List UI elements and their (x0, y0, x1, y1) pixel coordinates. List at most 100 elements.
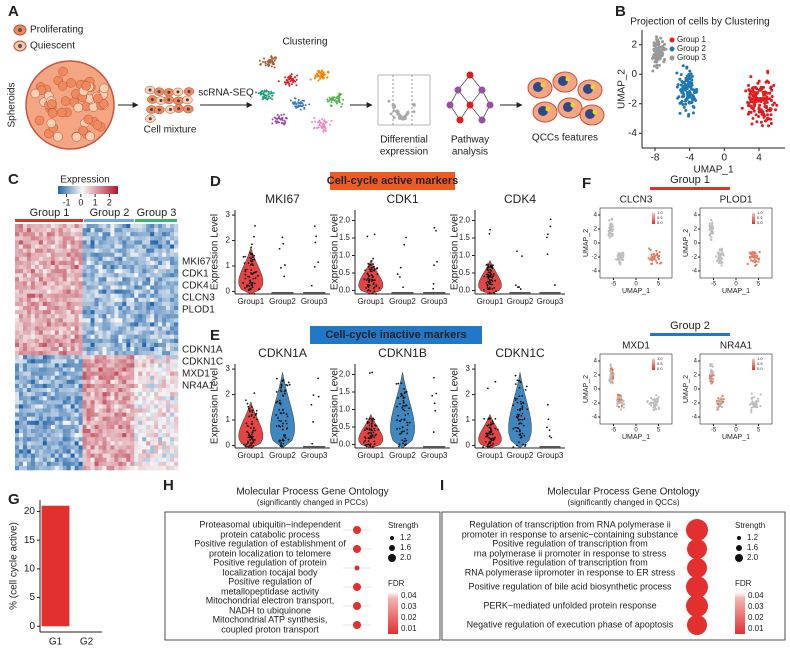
heatmap-cell (18, 240, 24, 245)
umap-dot (769, 121, 773, 125)
heatmap-cell (70, 265, 75, 270)
outlier-dot (310, 284, 313, 287)
cluster-dot (291, 77, 294, 80)
violin-dot (403, 419, 406, 421)
violin-dot (253, 271, 255, 274)
heatmap-cell (74, 379, 79, 385)
heatmap-cell (162, 351, 167, 356)
heatmap-cell (66, 293, 71, 299)
heatmap-cell (142, 334, 147, 340)
outlier-dot (399, 266, 402, 269)
heatmap-cell (166, 449, 171, 454)
heatmap-cell (70, 416, 75, 422)
violin-dot (278, 408, 281, 411)
heatmap-cell (170, 445, 175, 450)
heatmap-cell (98, 375, 103, 381)
legend-text: 0.5 (757, 361, 763, 366)
heatmap-cell (58, 416, 64, 422)
heatmap-cell (18, 449, 24, 454)
heatmap-cell (138, 363, 143, 368)
heatmap-cell (15, 334, 20, 340)
heatmap-cell (162, 433, 167, 438)
umap-dot (719, 257, 723, 260)
heatmap-cell (110, 260, 115, 266)
umap-dot (750, 408, 753, 412)
volcano-dot (404, 116, 407, 119)
heatmap-cell (50, 252, 56, 258)
heatmap-cell (90, 244, 95, 249)
heatmap-cell (94, 396, 99, 401)
heatmap-cell (30, 306, 36, 311)
violin-dot (518, 434, 521, 436)
umap-dot (621, 256, 624, 259)
heatmap-cell (34, 306, 40, 311)
violin-dot (252, 435, 254, 438)
heatmap-cell (46, 310, 52, 315)
heatmap-cell (54, 289, 60, 294)
legend-text: 0.01 (401, 624, 417, 633)
heatmap-cell (54, 314, 60, 319)
heatmap-cell (78, 453, 83, 458)
heatmap-cell (106, 363, 111, 368)
violin (238, 400, 264, 449)
heatmap-cell (42, 256, 48, 262)
heatmap-cell (126, 342, 131, 348)
spheroid-cell (73, 102, 84, 113)
cluster-dot (294, 97, 297, 100)
heatmap-cell (142, 359, 147, 364)
heatmap-cell (114, 404, 119, 409)
umap-dot (649, 404, 653, 407)
heatmap-cell (90, 256, 95, 262)
heatmap-cell (30, 359, 36, 364)
heatmap-cell (18, 256, 24, 262)
heatmap-cell (126, 269, 131, 274)
heatmap-cell (42, 424, 48, 430)
heatmap-cell (122, 371, 127, 376)
heatmap-cell (26, 465, 32, 471)
heatmap-cell (62, 273, 67, 278)
violin-dot (519, 409, 521, 412)
heatmap-cell (114, 318, 119, 323)
volcano-dot (397, 113, 401, 116)
heatmap-cell (94, 232, 99, 237)
umap-dot (684, 86, 688, 90)
heatmap-cell (150, 269, 155, 274)
outlier-dot (547, 233, 549, 236)
heatmap-cell (162, 449, 167, 454)
heatmap-cell (46, 322, 52, 327)
heatmap-cell (46, 248, 52, 253)
umap-dot (622, 400, 625, 403)
heatmap-cell (90, 318, 95, 323)
violin-dot (277, 416, 279, 419)
heatmap-cell (174, 293, 179, 299)
heatmap-cell (170, 306, 175, 311)
violin-dot (244, 273, 247, 276)
tick-label: 1.0 (339, 405, 351, 414)
heatmap-cell (174, 396, 179, 401)
heatmap-cell (62, 429, 67, 434)
heatmap-cell (154, 293, 159, 299)
heatmap-cell (158, 404, 163, 409)
volcano-dot (406, 110, 410, 114)
heatmap-cell (26, 404, 32, 409)
heatmap-cell (146, 273, 151, 278)
violin-dot (405, 404, 408, 407)
heatmap-cell (42, 326, 48, 331)
cluster-dot (283, 123, 286, 126)
heatmap-cell (70, 408, 75, 413)
heatmap-cell (102, 289, 107, 294)
violin-dot (488, 292, 491, 294)
violin-dot (288, 383, 291, 386)
heatmap-cell (102, 441, 107, 446)
heatmap-cell (66, 424, 71, 430)
heatmap-cell (94, 371, 99, 376)
heatmap-cell (166, 326, 171, 331)
cluster-dot (340, 105, 343, 108)
gene-title: CDKN1C (495, 346, 545, 360)
umap-dot (653, 258, 656, 261)
tick-label: 2 (466, 390, 471, 399)
banner-text: Cell-cycle inactive markers (325, 329, 466, 341)
spheroid-cell (34, 115, 45, 126)
heatmap-cell (86, 400, 91, 405)
tick-label: 5 (757, 428, 761, 434)
